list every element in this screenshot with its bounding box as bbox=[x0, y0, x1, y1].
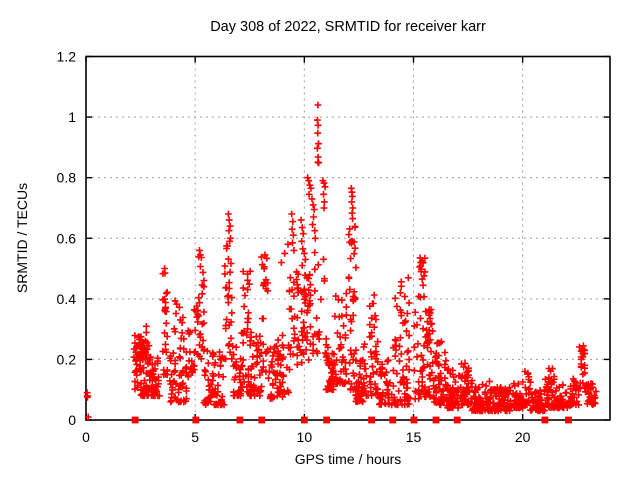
y-tick-label: 0.4 bbox=[57, 291, 77, 307]
x-tick-label: 15 bbox=[406, 429, 422, 445]
y-tick-label: 0.6 bbox=[57, 230, 77, 246]
zero-square-marker bbox=[389, 416, 397, 424]
zero-square-marker bbox=[258, 416, 266, 424]
zero-square-marker bbox=[323, 416, 331, 424]
data-markers bbox=[83, 101, 600, 424]
chart-title: Day 308 of 2022, SRMTID for receiver kar… bbox=[210, 19, 486, 35]
zero-square-marker bbox=[453, 416, 461, 424]
x-tick-label: 5 bbox=[191, 429, 199, 445]
tick-labels: 0 5 10 15 20 0 0.2 0.4 0.6 0.8 1 1.2 bbox=[57, 49, 531, 446]
grid-lines bbox=[86, 56, 610, 420]
zero-square-marker bbox=[300, 416, 308, 424]
zero-square-marker bbox=[541, 416, 549, 424]
x-tick-label: 0 bbox=[82, 429, 90, 445]
zero-square-marker bbox=[236, 416, 244, 424]
x-axis-label: GPS time / hours bbox=[295, 451, 402, 467]
zero-square-marker bbox=[410, 416, 418, 424]
y-tick-label: 0.8 bbox=[57, 170, 77, 186]
zero-square-marker bbox=[565, 416, 572, 424]
x-tick-label: 20 bbox=[515, 429, 531, 445]
y-tick-label: 0.2 bbox=[57, 351, 77, 367]
zero-value-squares bbox=[131, 416, 572, 424]
x-tick-label: 10 bbox=[297, 429, 313, 445]
y-tick-label: 0 bbox=[68, 412, 76, 428]
y-axis-label: SRMTID / TECUs bbox=[14, 183, 30, 293]
zero-square-marker bbox=[368, 416, 375, 424]
zero-square-marker bbox=[432, 416, 440, 424]
y-tick-label: 1.2 bbox=[57, 49, 77, 65]
y-tick-label: 1 bbox=[68, 109, 76, 125]
zero-square-marker bbox=[192, 416, 200, 424]
zero-square-marker bbox=[131, 416, 139, 424]
srmtid-plus-points bbox=[83, 101, 600, 421]
